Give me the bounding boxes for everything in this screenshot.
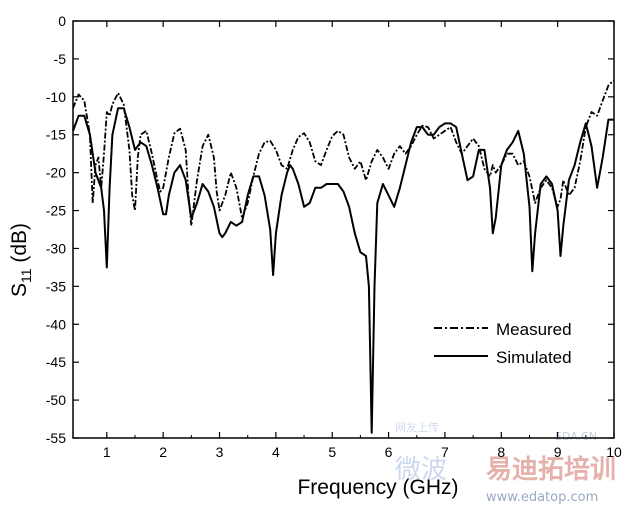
y-tick-label: -5 (54, 51, 67, 67)
watermark-big-right: 易迪拓培训 (486, 455, 616, 485)
series-line-simulated (72, 107, 614, 434)
plot-frame (72, 20, 615, 439)
y-tick-label: -40 (46, 316, 66, 332)
y-tick-label: -55 (46, 430, 66, 446)
y-axis-title-sub: 11 (18, 268, 34, 283)
y-tick-label: -45 (46, 354, 66, 370)
x-tick-label: 1 (103, 444, 111, 460)
y-tick-label: -20 (46, 165, 66, 181)
y-axis-title-main: S (8, 283, 31, 297)
y-tick-label: 0 (58, 13, 66, 29)
x-tick-label: 2 (159, 444, 167, 460)
y-axis-title: S11 (dB) (8, 223, 34, 297)
y-tick-label: -10 (46, 89, 66, 105)
x-tick-label: 9 (554, 444, 562, 460)
x-axis: 1 2 3 4 5 6 7 8 9 10 (103, 21, 622, 460)
x-tick-label: 5 (328, 444, 336, 460)
watermark: 网友上传 EDA.CN 微波 易迪拓培训 www.edatop.com (395, 420, 616, 505)
y-axis-title-unit: (dB) (8, 223, 31, 269)
x-tick-label: 8 (497, 444, 505, 460)
watermark-big-left: 微波 (395, 455, 447, 485)
watermark-small-text: EDA.CN (555, 430, 597, 443)
x-axis-title: Frequency (GHz) (297, 476, 458, 499)
x-tick-label: 4 (272, 444, 280, 460)
series-layer (72, 79, 615, 434)
series-line-measured (72, 79, 615, 227)
y-tick-label: -35 (46, 278, 66, 294)
watermark-left-text: 网友上传 (395, 420, 439, 434)
y-tick-label: -30 (46, 240, 66, 256)
y-axis: 0 -5 -10 -15 -20 -25 -30 -35 -40 -45 -50 -55 (46, 13, 614, 446)
legend-label-simulated: Simulated (496, 348, 572, 367)
x-tick-label: 6 (385, 444, 393, 460)
x-tick-label: 3 (216, 444, 224, 460)
y-tick-label: -50 (46, 392, 66, 408)
legend-label-measured: Measured (496, 320, 572, 339)
y-tick-label: -25 (46, 203, 66, 219)
x-tick-label: 10 (606, 444, 622, 460)
x-tick-label: 7 (441, 444, 449, 460)
y-tick-label: -15 (46, 127, 66, 143)
watermark-url: www.edatop.com (486, 490, 598, 505)
legend: Measured Simulated (434, 320, 572, 367)
